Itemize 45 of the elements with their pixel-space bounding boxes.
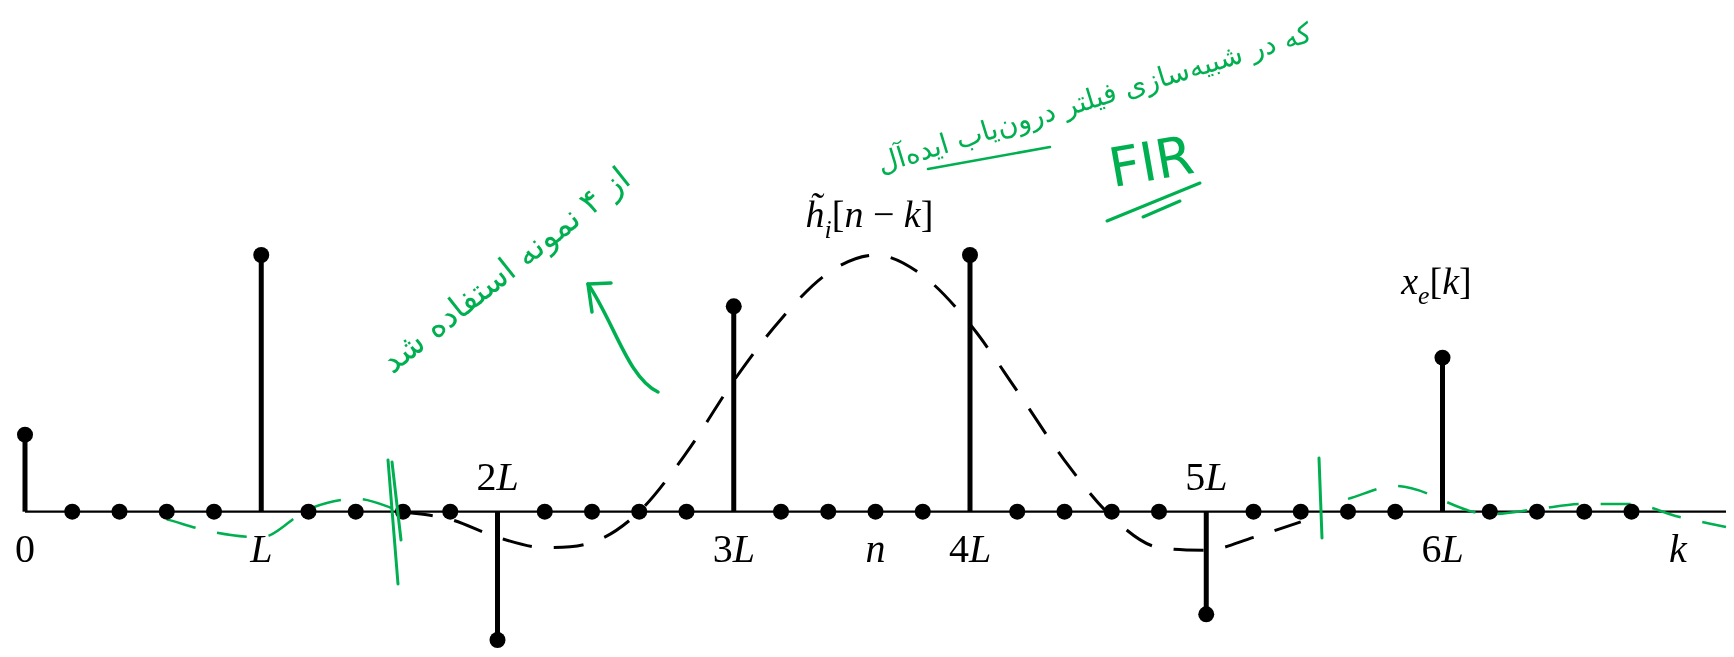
point [1009,503,1026,520]
point [1340,503,1356,520]
point [1245,503,1262,520]
x-tick-label: 4L [948,525,992,571]
point [111,503,128,520]
point [253,247,270,263]
point [1481,503,1498,520]
point [300,503,317,520]
point [1623,503,1640,520]
point [773,503,789,520]
point [820,503,837,520]
point [678,503,695,520]
x-axis-title: k [1669,525,1689,571]
point [867,503,884,520]
point [17,426,33,443]
point [1103,503,1120,520]
point [64,503,81,520]
point [489,632,506,648]
x-tick-label: n [865,525,886,571]
point [442,503,459,520]
point [206,503,222,520]
point [1151,503,1167,520]
point [631,503,648,520]
x-tick-label: 0 [15,525,35,571]
point [1292,503,1309,520]
point [962,247,978,263]
point [725,298,742,315]
annotation: از ۴ نمونه استفاده شد [372,158,638,381]
point [584,503,600,520]
x-tick-label: 5L [1185,453,1228,499]
point [1576,503,1593,520]
point [347,503,364,520]
point [1529,503,1545,520]
point [914,503,931,520]
point [1198,606,1215,623]
point [158,503,175,520]
point [1434,349,1451,366]
x-tick-label: 2L [476,453,519,499]
x-tick-label: L [249,525,273,571]
point [1387,503,1404,520]
x-tick-label: 6L [1421,525,1464,571]
point [536,503,553,520]
x-tick-label: 3L [712,525,755,571]
text: FIR [1104,123,1199,200]
point [1056,503,1073,520]
